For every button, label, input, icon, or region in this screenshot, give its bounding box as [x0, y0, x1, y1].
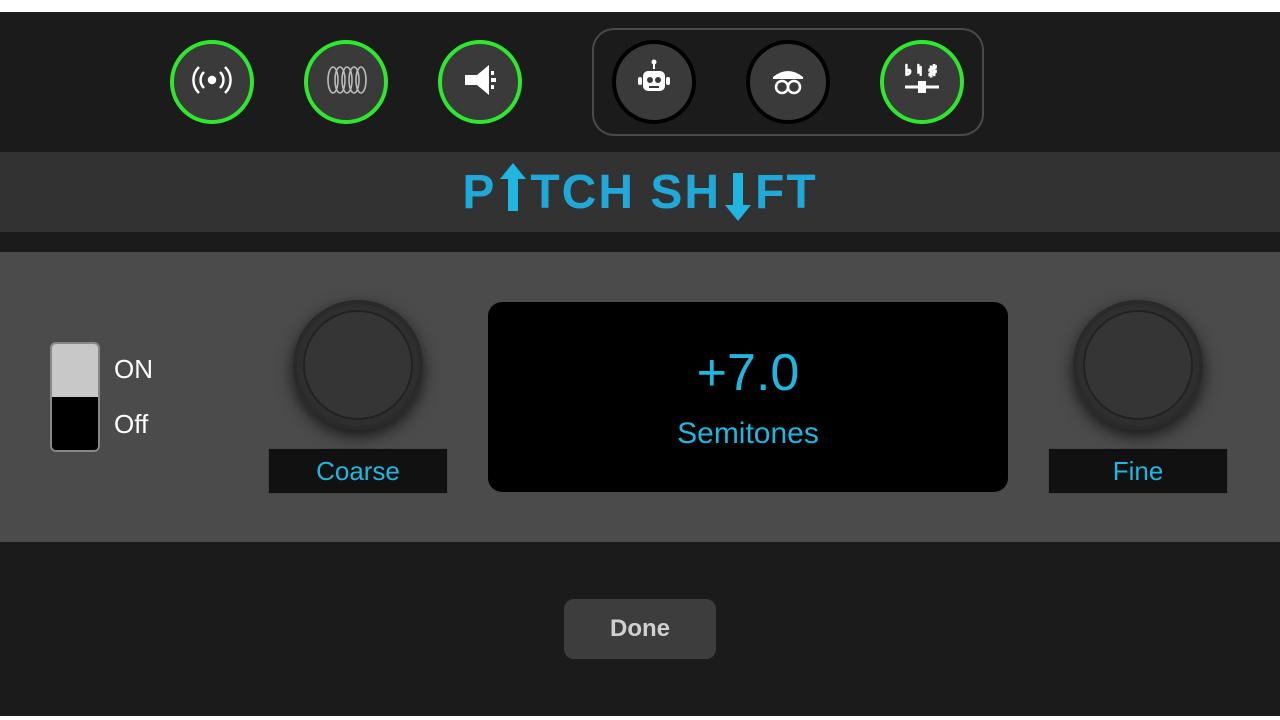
reverb-icon	[187, 55, 237, 110]
title-bar: P TCH SH FT	[0, 152, 1280, 232]
off-label: Off	[114, 409, 153, 440]
controls-panel: ON Off Coarse +7.0 Semitones Fine	[0, 252, 1280, 542]
done-button[interactable]: Done	[564, 599, 716, 659]
svg-text:♮: ♮	[917, 62, 922, 78]
page-title: P TCH SH FT	[462, 163, 817, 221]
megaphone-icon	[455, 55, 505, 110]
fine-knob[interactable]	[1073, 300, 1203, 430]
fx-incognito-button[interactable]	[746, 40, 830, 124]
arrow-down-icon	[721, 163, 755, 221]
fine-label: Fine	[1048, 448, 1228, 494]
svg-text:♭: ♭	[905, 62, 912, 78]
coarse-label: Coarse	[268, 448, 448, 494]
effects-row: ♭ ♮ ♯	[0, 12, 1280, 152]
on-label: ON	[114, 354, 153, 385]
fx-megaphone-button[interactable]	[438, 40, 522, 124]
fx-robot-button[interactable]	[612, 40, 696, 124]
coarse-knob[interactable]	[293, 300, 423, 430]
readout-display: +7.0 Semitones	[488, 302, 1008, 492]
fx-pitch-button[interactable]: ♭ ♮ ♯	[880, 40, 964, 124]
readout-value: +7.0	[697, 343, 800, 403]
fx-voice-group: ♭ ♮ ♯	[592, 28, 984, 136]
readout-unit: Semitones	[677, 417, 819, 451]
svg-text:♯: ♯	[929, 62, 937, 78]
power-switch-labels: ON Off	[114, 354, 153, 440]
fx-reverb-button[interactable]	[170, 40, 254, 124]
flanger-icon	[321, 55, 371, 110]
robot-icon	[629, 55, 679, 110]
incognito-icon	[763, 55, 813, 110]
arrow-up-icon	[496, 163, 530, 221]
fx-flanger-button[interactable]	[304, 40, 388, 124]
power-switch[interactable]	[50, 342, 100, 452]
pitch-icon: ♭ ♮ ♯	[897, 55, 947, 110]
